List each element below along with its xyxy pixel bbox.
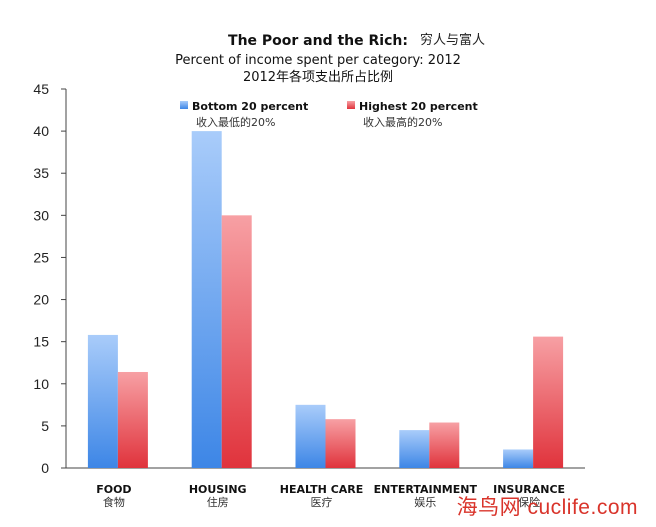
chart-title: The Poor and the Rich: (228, 33, 408, 49)
bar-highest-20 (533, 336, 564, 468)
category-label: INSURANCE (493, 483, 565, 496)
bar-bottom-20 (295, 404, 326, 468)
y-tick-label: 30 (33, 207, 49, 223)
y-axis: 0 5 10 15 20 25 30 35 40 45 (33, 81, 585, 476)
y-tick-label: 10 (33, 376, 49, 392)
chart-subtitle-cn: 2012年各项支出所占比例 (243, 69, 393, 85)
y-tick-label: 15 (33, 334, 49, 350)
bar-highest-20 (117, 371, 148, 468)
bar-bottom-20 (503, 449, 534, 468)
category-label-cn: 保险 (518, 495, 540, 509)
y-tick-label: 40 (33, 123, 49, 139)
y-tick-label: 35 (33, 165, 49, 181)
bar-bottom-20 (87, 334, 118, 468)
legend-label-highest: Highest 20 percent (359, 100, 478, 113)
category-label: ENTERTAINMENT (374, 483, 478, 496)
bars (87, 131, 564, 468)
legend-label-bottom-cn: 收入最低的20% (196, 115, 275, 129)
category-label-cn: 住房 (207, 495, 229, 509)
y-tick-label: 25 (33, 249, 49, 265)
legend-swatch-highest (347, 101, 355, 109)
bar-highest-20 (221, 215, 252, 468)
y-tick-label: 0 (41, 460, 49, 476)
bar-bottom-20 (191, 131, 222, 468)
category-label: HEALTH CARE (280, 483, 364, 496)
y-tick-label: 20 (33, 292, 49, 308)
category-label-cn: 娱乐 (414, 495, 436, 509)
legend-label-bottom: Bottom 20 percent (192, 100, 308, 113)
category-label: FOOD (96, 483, 131, 496)
category-label: HOUSING (189, 483, 247, 496)
y-tick-label: 45 (33, 81, 49, 97)
bar-highest-20 (325, 419, 356, 468)
legend-swatch-bottom (180, 101, 188, 109)
legend-label-highest-cn: 收入最高的20% (363, 115, 442, 129)
chart-subtitle: Percent of income spent per category: 20… (175, 53, 461, 68)
bar-highest-20 (429, 422, 460, 468)
category-label-cn: 医疗 (311, 495, 333, 509)
chart-title-cn: 穷人与富人 (420, 32, 485, 48)
category-label-cn: 食物 (103, 495, 125, 509)
bar-bottom-20 (399, 430, 430, 468)
watermark: 海鸟网 cuclife.com (456, 496, 638, 519)
y-tick-label: 5 (41, 418, 49, 434)
legend: Bottom 20 percent 收入最低的20% Highest 20 pe… (180, 100, 478, 129)
